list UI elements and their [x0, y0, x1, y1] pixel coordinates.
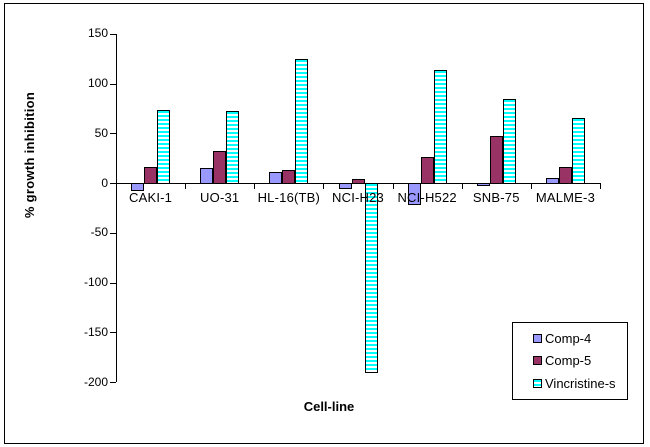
y-tick-label: -150: [83, 324, 108, 339]
x-axis-line: [116, 183, 601, 184]
y-axis-line: [116, 33, 117, 382]
y-tick-label: 100: [87, 76, 108, 90]
y-axis-tick: [110, 282, 116, 284]
y-tick-label: -50: [90, 225, 108, 240]
bar-comp-5: [213, 151, 227, 184]
bar-vincristine-s: [571, 118, 585, 184]
y-axis-tick: [110, 382, 116, 383]
bar-comp-5: [558, 167, 572, 184]
category-label: HL-16(TB): [257, 190, 321, 205]
bar-comp-4: [200, 168, 214, 184]
y-tick-label: 0: [101, 175, 108, 190]
bar-comp-5: [144, 167, 158, 184]
bar-comp-5: [420, 157, 434, 184]
y-axis-tick: [110, 33, 116, 35]
x-axis-tick: [530, 184, 532, 189]
comp-5-swatch-icon: [533, 356, 542, 366]
legend-entry-comp-5: Comp-5: [533, 353, 627, 368]
y-axis-tick: [110, 183, 116, 184]
legend: Comp-4 Comp-5 Vincristine-s: [512, 322, 628, 400]
x-axis-tick: [116, 184, 117, 189]
x-axis-tick: [392, 184, 394, 189]
bar-vincristine-s: [226, 111, 240, 184]
y-axis-title: % growth inhibition: [22, 91, 37, 219]
x-axis-tick: [323, 184, 325, 189]
y-axis-tick: [110, 83, 116, 85]
category-label: MALME-3: [535, 190, 596, 205]
y-axis-tick: [110, 133, 116, 135]
x-axis-title: Cell-line: [303, 399, 355, 414]
bar-vincristine-s: [502, 99, 516, 184]
bar-vincristine-s: [295, 58, 309, 184]
y-tick-label: -200: [83, 374, 108, 389]
bar-vincristine-s: [433, 69, 447, 184]
y-axis-tick: [110, 332, 116, 334]
bar-comp-5: [282, 170, 296, 184]
x-axis-tick: [185, 184, 187, 189]
y-axis-tick: [110, 232, 116, 234]
x-axis-tick: [254, 184, 256, 189]
y-tick-label: -100: [83, 275, 108, 289]
category-label: SNB-75: [472, 190, 520, 205]
legend-label: Vincristine-s: [545, 376, 616, 392]
x-axis-tick: [461, 184, 463, 189]
category-label: NCI-H23: [332, 190, 384, 205]
legend-entry-comp-4: Comp-4: [533, 331, 627, 346]
legend-entry-vincristine-s: Vincristine-s: [533, 376, 627, 391]
y-tick-label: 50: [94, 125, 108, 140]
category-label: UO-31: [200, 190, 240, 205]
legend-label: Comp-5: [545, 353, 592, 369]
y-tick-label: 150: [87, 26, 108, 41]
category-label: CAKI-1: [129, 190, 173, 205]
comp-4-swatch-icon: [533, 333, 542, 343]
bar-vincristine-s: [364, 183, 378, 374]
x-axis-tick: [600, 184, 601, 189]
category-label: NCI-H522: [397, 190, 457, 205]
vincristine-s-swatch-icon: [533, 379, 542, 389]
bar-comp-5: [489, 136, 503, 184]
legend-label: Comp-4: [545, 330, 592, 346]
bar-vincristine-s: [157, 110, 171, 184]
